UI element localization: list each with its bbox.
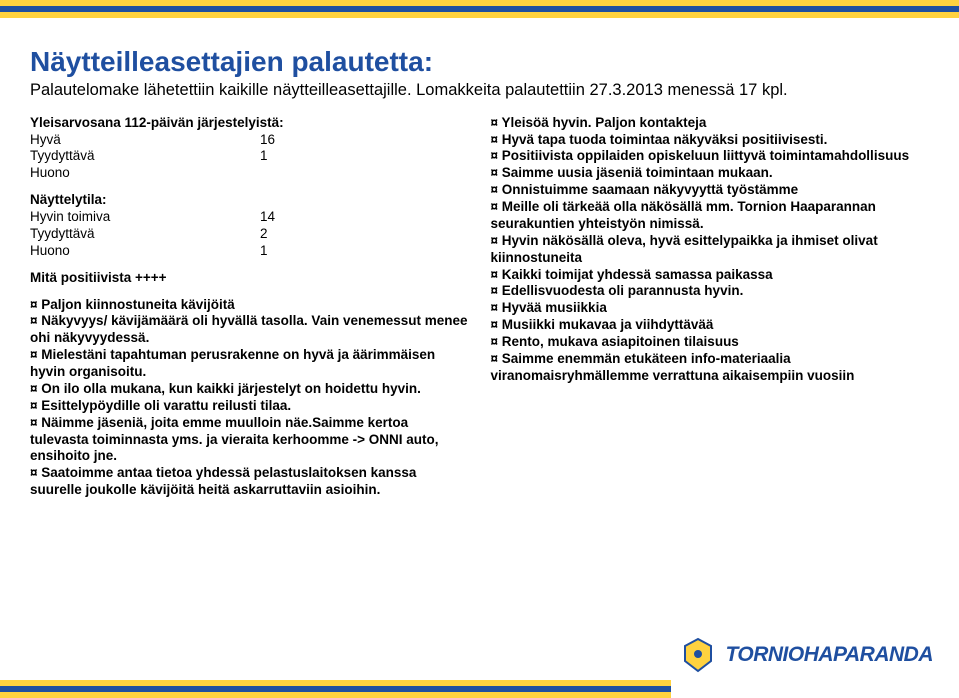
rating-value: 1 (260, 243, 300, 260)
rating-row: Huono1 (30, 243, 469, 260)
logo-text: TORNIOHAPARANDA (725, 643, 933, 667)
left-column: Yleisarvosana 112-päivän järjestelyistä:… (30, 115, 469, 499)
list-item: ¤ Saatoimme antaa tietoa yhdessä pelastu… (30, 465, 469, 499)
rating-value: 2 (260, 226, 300, 243)
list-item: ¤ Näkyvyys/ kävijämäärä oli hyvällä taso… (30, 313, 469, 347)
two-columns: Yleisarvosana 112-päivän järjestelyistä:… (30, 115, 929, 499)
slide-frame: Näytteilleasettajien palautetta: Palaute… (0, 0, 959, 698)
stripe (0, 12, 959, 18)
rating-label: Huono (30, 165, 260, 182)
list-item: ¤ Rento, mukava asiapitoinen tilaisuus (491, 334, 930, 351)
list-item: ¤ Mielestäni tapahtuman perusrakenne on … (30, 347, 469, 381)
right-column: ¤ Yleisöä hyvin. Paljon kontakteja¤ Hyvä… (491, 115, 930, 499)
list-item: ¤ Meille oli tärkeää olla näkösällä mm. … (491, 199, 930, 233)
list-item: ¤ On ilo olla mukana, kun kaikki järjest… (30, 381, 469, 398)
rating-value: 14 (260, 209, 300, 226)
rating-row: Huono (30, 165, 469, 182)
exhibit-head: Näyttelytila: (30, 192, 469, 209)
bottom-stripes (0, 680, 671, 698)
positive-head: Mitä positiivista ++++ (30, 270, 469, 287)
rating-label: Tyydyttävä (30, 148, 260, 165)
logo-icon (679, 636, 717, 674)
rating-row: Hyvä16 (30, 132, 469, 149)
rating-label: Hyvä (30, 132, 260, 149)
list-item: ¤ Hyvä tapa tuoda toimintaa näkyväksi po… (491, 132, 930, 149)
rating-row: Tyydyttävä2 (30, 226, 469, 243)
page-title: Näytteilleasettajien palautetta: (30, 46, 929, 78)
stripe (0, 692, 671, 698)
list-item: ¤ Hyvää musiikkia (491, 300, 930, 317)
rating-value: 16 (260, 132, 300, 149)
rating-label: Huono (30, 243, 260, 260)
rating-label: Hyvin toimiva (30, 209, 260, 226)
page-subtitle: Palautelomake lähetettiin kaikille näytt… (30, 80, 929, 101)
rating-row: Hyvin toimiva14 (30, 209, 469, 226)
logo: TORNIOHAPARANDA (679, 636, 933, 674)
list-item: ¤ Onnistuimme saamaan näkyvyyttä työstäm… (491, 182, 930, 199)
list-item: ¤ Positiivista oppilaiden opiskeluun lii… (491, 148, 930, 165)
rating-head: Yleisarvosana 112-päivän järjestelyistä: (30, 115, 469, 132)
rating-value: 1 (260, 148, 300, 165)
content-area: Näytteilleasettajien palautetta: Palaute… (0, 18, 959, 499)
list-item: ¤ Saimme uusia jäseniä toimintaan mukaan… (491, 165, 930, 182)
list-item: ¤ Saimme enemmän etukäteen info-materiaa… (491, 351, 930, 385)
list-item: ¤ Esittelypöydille oli varattu reilusti … (30, 398, 469, 415)
list-item: ¤ Yleisöä hyvin. Paljon kontakteja (491, 115, 930, 132)
rating-row: Tyydyttävä1 (30, 148, 469, 165)
top-stripes (0, 0, 959, 18)
list-item: ¤ Musiikki mukavaa ja viihdyttävää (491, 317, 930, 334)
rating-value (260, 165, 300, 182)
list-item: ¤ Edellisvuodesta oli parannusta hyvin. (491, 283, 930, 300)
list-item: ¤ Hyvin näkösällä oleva, hyvä esittelypa… (491, 233, 930, 267)
list-item: ¤ Kaikki toimijat yhdessä samassa paikas… (491, 267, 930, 284)
rating-label: Tyydyttävä (30, 226, 260, 243)
list-item: ¤ Näimme jäseniä, joita emme muulloin nä… (30, 415, 469, 466)
list-item: ¤ Paljon kiinnostuneita kävijöitä (30, 297, 469, 314)
